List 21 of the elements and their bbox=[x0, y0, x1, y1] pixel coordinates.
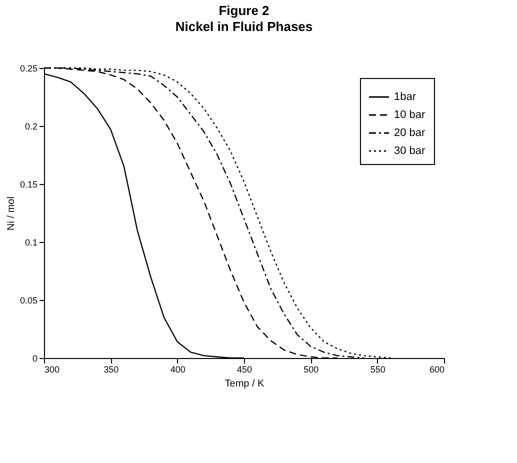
y-tick-label: 0.1 bbox=[24, 238, 38, 248]
x-tick-label: 400 bbox=[170, 364, 186, 374]
x-tick-label: 300 bbox=[44, 364, 60, 374]
x-tick-label: 550 bbox=[370, 364, 386, 374]
y-tick-label: 0.2 bbox=[24, 122, 38, 132]
x-axis-title: Temp / K bbox=[224, 378, 265, 390]
chart-subtitle: Nickel in Fluid Phases bbox=[175, 19, 313, 34]
x-tick-label: 450 bbox=[236, 364, 252, 374]
y-tick-label: 0.25 bbox=[20, 64, 38, 74]
x-tick-label: 500 bbox=[304, 364, 319, 374]
legend-label: 1bar bbox=[394, 91, 416, 103]
legend-label: 20 bar bbox=[394, 127, 426, 139]
x-tick-label: 350 bbox=[104, 364, 119, 374]
y-tick-label: 0 bbox=[32, 354, 38, 364]
x-tick-label: 600 bbox=[429, 364, 444, 374]
y-tick-label: 0.05 bbox=[20, 296, 38, 306]
y-tick-label: 0.15 bbox=[20, 180, 38, 190]
legend-label: 30 bar bbox=[394, 145, 426, 157]
legend-label: 10 bar bbox=[394, 109, 426, 121]
chart-title: Figure 2 bbox=[218, 3, 270, 18]
y-axis-title: Ni / mol bbox=[6, 196, 17, 230]
